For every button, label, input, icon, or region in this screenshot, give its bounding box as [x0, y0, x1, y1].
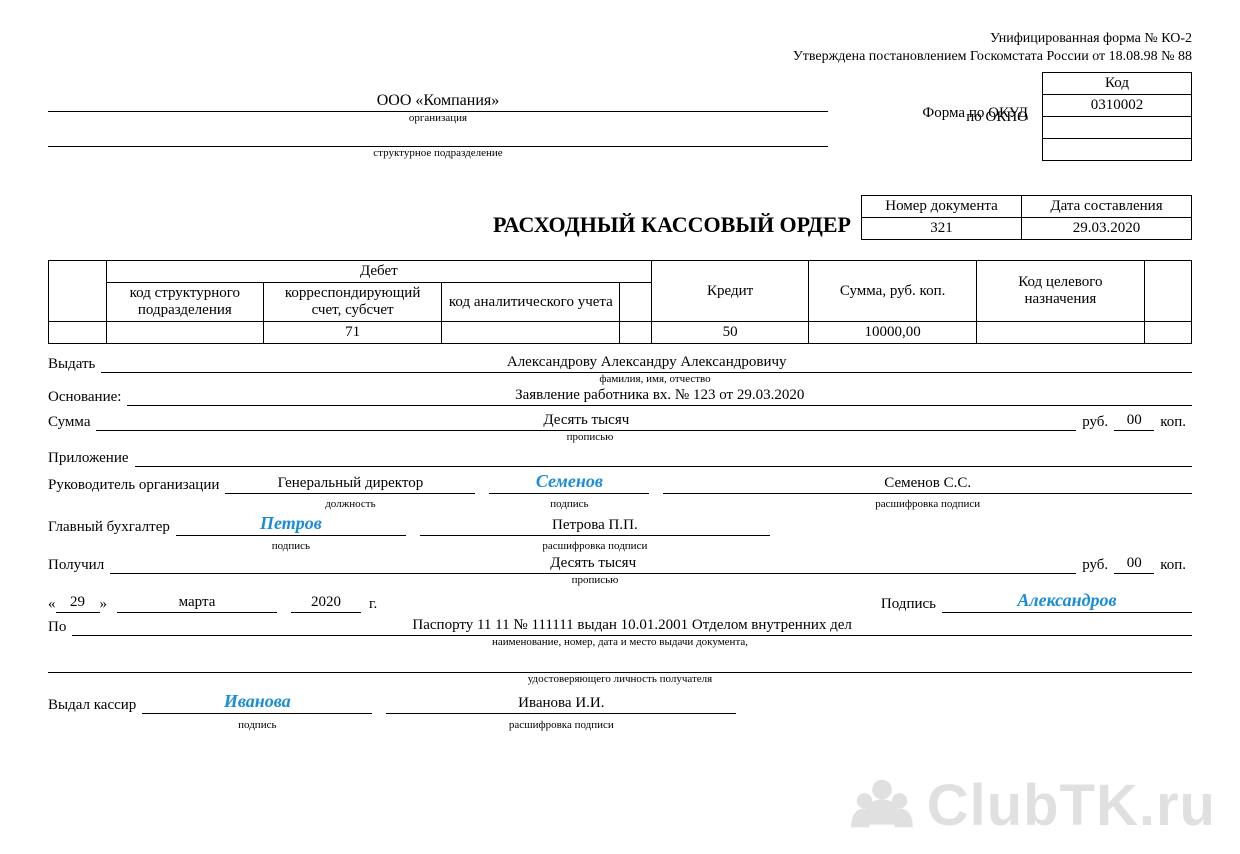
- col-anal: код аналитического учета: [442, 283, 620, 322]
- watermark: ClubTK.ru: [847, 770, 1216, 840]
- cashier-label: Выдал кассир: [48, 697, 142, 714]
- chief-acc-signature: Петров: [176, 513, 406, 536]
- issue-to-label: Выдать: [48, 356, 101, 373]
- kop-value: 00: [1114, 412, 1154, 431]
- form-line2: Утверждена постановлением Госкомстата Ро…: [48, 48, 1192, 66]
- chief-acc-label: Главный бухгалтер: [48, 519, 176, 536]
- col-blank2: [1144, 261, 1191, 322]
- chief-acc-decoded: Петрова П.П.: [420, 517, 770, 536]
- kop-label2: коп.: [1154, 557, 1192, 574]
- received-label: Получил: [48, 557, 110, 574]
- chief-sign-caption: подпись: [176, 540, 406, 552]
- subdiv-caption: структурное подразделение: [48, 147, 828, 159]
- sum-words: Десять тысяч: [96, 412, 1076, 431]
- kop-value2: 00: [1114, 555, 1154, 574]
- watermark-icon: [847, 770, 917, 840]
- v-corr: 71: [263, 322, 441, 344]
- quote-close: »: [100, 596, 118, 613]
- doc-date: 29.03.2020: [1022, 218, 1192, 240]
- received-words: Десять тысяч: [110, 555, 1076, 574]
- form-line1: Унифицированная форма № КО-2: [48, 30, 1192, 48]
- subdivision: [48, 128, 828, 147]
- sum-label: Сумма: [48, 414, 96, 431]
- date-g: г.: [361, 596, 383, 613]
- basis: Заявление работника вх. № 123 от 29.03.2…: [127, 387, 1192, 406]
- col-credit: Кредит: [651, 261, 808, 322]
- org-name: ООО «Компания»: [48, 92, 828, 112]
- quote-open: «: [48, 596, 56, 613]
- cashier-decoded: Иванова И.И.: [386, 695, 736, 714]
- cashier-sign-caption: подпись: [142, 719, 372, 731]
- by-caption2: удостоверяющего личность получателя: [48, 673, 1192, 685]
- org-caption: организация: [48, 112, 828, 124]
- head-sign-caption: подпись: [489, 498, 649, 510]
- col-code-subdiv: код структурного подразделения: [106, 283, 263, 322]
- v-blank3: [620, 322, 651, 344]
- recv-sign-label: Подпись: [881, 596, 942, 613]
- date-day: 29: [56, 594, 100, 613]
- v-target: [976, 322, 1144, 344]
- col-blank3: [620, 283, 651, 322]
- v-sum: 10000,00: [809, 322, 977, 344]
- doc-date-header: Дата составления: [1022, 196, 1192, 218]
- sum-caption: прописью: [108, 431, 1072, 443]
- col-target: Код целевого назначения: [976, 261, 1144, 322]
- head-decoded: Семенов С.С.: [663, 475, 1192, 494]
- v-code-subdiv: [106, 322, 263, 344]
- rub-label2: руб.: [1076, 557, 1114, 574]
- col-corr: корреспондирующий счет, субсчет: [263, 283, 441, 322]
- cashier-decoded-caption: расшифровка подписи: [386, 719, 736, 731]
- code-header: Код: [1043, 73, 1192, 95]
- issue-to: Александрову Александру Александровичу: [101, 354, 1192, 373]
- by-line2: [48, 654, 1192, 673]
- date-year: 2020: [291, 594, 361, 613]
- form-approval-note: Унифицированная форма № КО-2 Утверждена …: [48, 30, 1192, 66]
- document-title: РАСХОДНЫЙ КАССОВЫЙ ОРДЕР: [48, 212, 861, 240]
- col-blank1: [49, 261, 107, 322]
- v-anal: [442, 322, 620, 344]
- attachment-label: Приложение: [48, 450, 135, 467]
- date-month: марта: [117, 594, 277, 613]
- head-position: Генеральный директор: [225, 475, 475, 494]
- okud-value: 0310002: [1043, 95, 1192, 117]
- doc-num-header: Номер документа: [862, 196, 1022, 218]
- col-sum: Сумма, руб. коп.: [809, 261, 977, 322]
- basis-label: Основание:: [48, 389, 127, 406]
- watermark-text: ClubTK.ru: [927, 772, 1216, 839]
- head-decoded-caption: расшифровка подписи: [663, 498, 1192, 510]
- okpo-label: по ОКПО: [828, 109, 1028, 126]
- debet-header: Дебет: [106, 261, 651, 283]
- received-caption: прописью: [118, 574, 1072, 586]
- v-blank2: [1144, 322, 1191, 344]
- head-label: Руководитель организации: [48, 477, 225, 494]
- by-caption1: наименование, номер, дата и место выдачи…: [48, 636, 1192, 648]
- okpo-value: [1043, 117, 1192, 139]
- head-signature: Семенов: [489, 471, 649, 494]
- recv-signature: Александров: [942, 590, 1192, 613]
- by-doc: Паспорту 11 11 № 111111 выдан 10.01.2001…: [72, 617, 1192, 636]
- doc-num: 321: [862, 218, 1022, 240]
- accounting-table: Дебет Кредит Сумма, руб. коп. Код целево…: [48, 260, 1192, 344]
- v-blank1: [49, 322, 107, 344]
- chief-decoded-caption: расшифровка подписи: [420, 540, 770, 552]
- position-caption: должность: [225, 498, 475, 510]
- v-credit: 50: [651, 322, 808, 344]
- doc-number-table: Номер документа Дата составления 321 29.…: [861, 195, 1192, 240]
- attachment: [135, 448, 1192, 467]
- code-blank: [1043, 139, 1192, 161]
- rub-label: руб.: [1076, 414, 1114, 431]
- kop-label: коп.: [1154, 414, 1192, 431]
- by-label: По: [48, 619, 72, 636]
- cashier-signature: Иванова: [142, 691, 372, 714]
- issue-to-caption: фамилия, имя, отчество: [118, 373, 1192, 385]
- code-table: Код 0310002: [1042, 72, 1192, 161]
